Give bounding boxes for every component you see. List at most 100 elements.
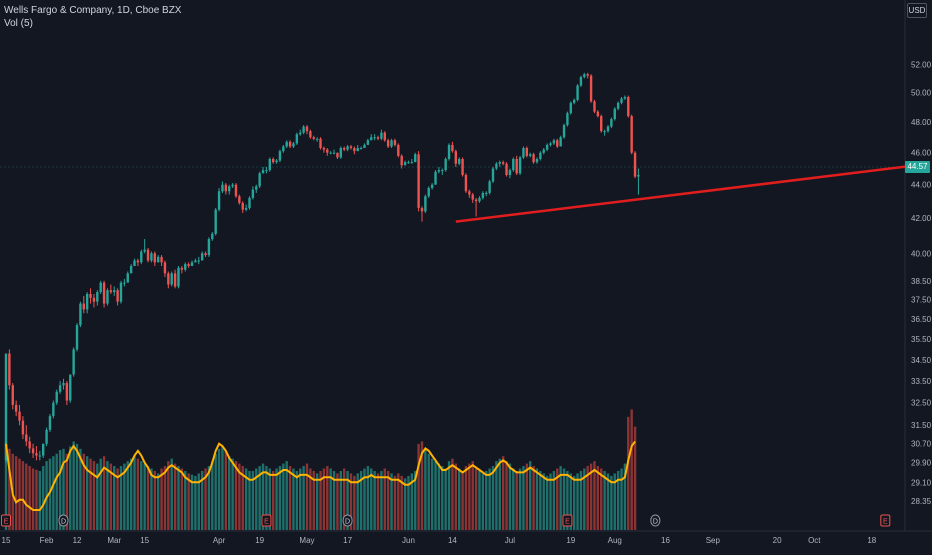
candle-body: [234, 184, 238, 197]
candle-body: [397, 144, 400, 156]
volume-bar: [322, 468, 326, 530]
time-axis[interactable]: 15 Feb 12 Mar 15 Apr 19 May 17 Jun 14 Jul 19 Aug 16 Sep…: [2, 536, 877, 545]
candle-body: [349, 146, 353, 149]
volume-bar: [576, 473, 579, 530]
candle-body: [403, 162, 407, 166]
volume-bar: [231, 458, 234, 530]
volume-bar: [234, 461, 238, 530]
candle-body: [366, 140, 370, 145]
candle-body: [539, 152, 542, 159]
volume-bar: [393, 475, 397, 530]
volume-bar: [542, 473, 545, 530]
candle-body: [116, 290, 119, 302]
candle-body: [271, 158, 275, 163]
volume-bar: [224, 451, 228, 530]
candle-body: [444, 158, 447, 171]
y-tick-label: 44.00: [911, 181, 932, 190]
candle-body: [45, 429, 48, 444]
candle-body: [370, 137, 373, 141]
volume-bar: [390, 473, 393, 530]
candle-body: [386, 140, 390, 147]
volume-bar: [18, 458, 21, 530]
event-marker[interactable]: [261, 514, 272, 527]
volume-bar: [271, 470, 275, 530]
candle-body: [251, 189, 255, 198]
volume-bar: [326, 466, 329, 530]
volume-bar: [366, 466, 370, 530]
price-axis[interactable]: 52.00 50.00 48.00 46.00 44.00 42.00 40.00 38.50…: [911, 60, 932, 506]
volume-bar: [414, 470, 417, 530]
event-marker[interactable]: [1, 514, 11, 527]
candle-body: [197, 260, 200, 262]
event-marker[interactable]: [342, 514, 353, 527]
x-tick-label: 19: [255, 536, 264, 545]
candle-body: [454, 151, 458, 164]
candle-body: [326, 149, 329, 153]
candle-body: [244, 207, 248, 210]
candle-body: [156, 256, 160, 263]
volume-bar: [52, 456, 55, 530]
candle-body: [559, 137, 562, 147]
candle-body: [65, 383, 69, 401]
candle-body: [119, 282, 123, 302]
candle-body: [522, 148, 525, 158]
candle-body: [173, 273, 177, 287]
volume-bar: [82, 453, 85, 530]
y-tick-label: 34.50: [911, 356, 932, 365]
candle-body: [424, 196, 427, 212]
volume-bar: [481, 473, 485, 530]
volume-bar: [153, 470, 157, 530]
candle-body: [62, 383, 65, 386]
candle-body: [265, 170, 268, 172]
candle-body: [376, 137, 380, 139]
event-marker[interactable]: [650, 514, 661, 527]
volume-bar: [343, 468, 346, 530]
candle-body: [549, 143, 552, 145]
volume-bar: [420, 441, 424, 530]
volume-bar: [353, 475, 356, 530]
volume-bar: [275, 468, 278, 530]
currency-button[interactable]: USD: [907, 3, 927, 18]
candle-body: [488, 181, 491, 193]
volume-bar: [363, 468, 366, 530]
candle-body: [518, 157, 522, 174]
support-trend-line[interactable]: [455, 162, 930, 223]
candle-body: [485, 192, 488, 194]
event-marker[interactable]: [58, 514, 69, 527]
volume-bar: [305, 463, 309, 530]
volume-bar: [116, 468, 119, 530]
volume-bar: [177, 466, 180, 530]
event-marker[interactable]: [562, 514, 573, 527]
volume-bar: [228, 456, 231, 530]
volume-bar: [129, 458, 133, 530]
x-tick-label: 16: [661, 536, 670, 545]
candle-body: [221, 184, 224, 192]
volume-bar: [119, 466, 123, 530]
volume-bar: [25, 463, 28, 530]
symbol-title[interactable]: Wells Fargo & Company, 1D, Cboe BZX: [4, 5, 182, 16]
volume-bar: [143, 463, 146, 530]
candle-body: [238, 196, 241, 203]
candle-body: [126, 273, 129, 283]
event-marker[interactable]: [880, 514, 891, 527]
candle-body: [153, 253, 157, 263]
volume-bar: [14, 456, 18, 530]
volume-bar: [248, 470, 251, 530]
candle-body: [620, 98, 623, 103]
volume-bar: [454, 463, 458, 530]
volume-bar: [539, 470, 542, 530]
volume-indicator-label[interactable]: Vol (5): [4, 18, 33, 29]
candle-body: [160, 256, 163, 263]
candle-body: [312, 137, 315, 139]
candle-body: [309, 131, 312, 138]
candle-body: [451, 144, 454, 152]
volume-bar: [430, 458, 434, 530]
candle-body: [96, 292, 99, 302]
candle-body: [461, 158, 464, 175]
volume-bar: [370, 468, 373, 530]
trend-line[interactable]: [455, 162, 930, 223]
candle-body: [123, 282, 126, 284]
volume-bar: [556, 468, 559, 530]
volume-bar: [258, 466, 261, 530]
